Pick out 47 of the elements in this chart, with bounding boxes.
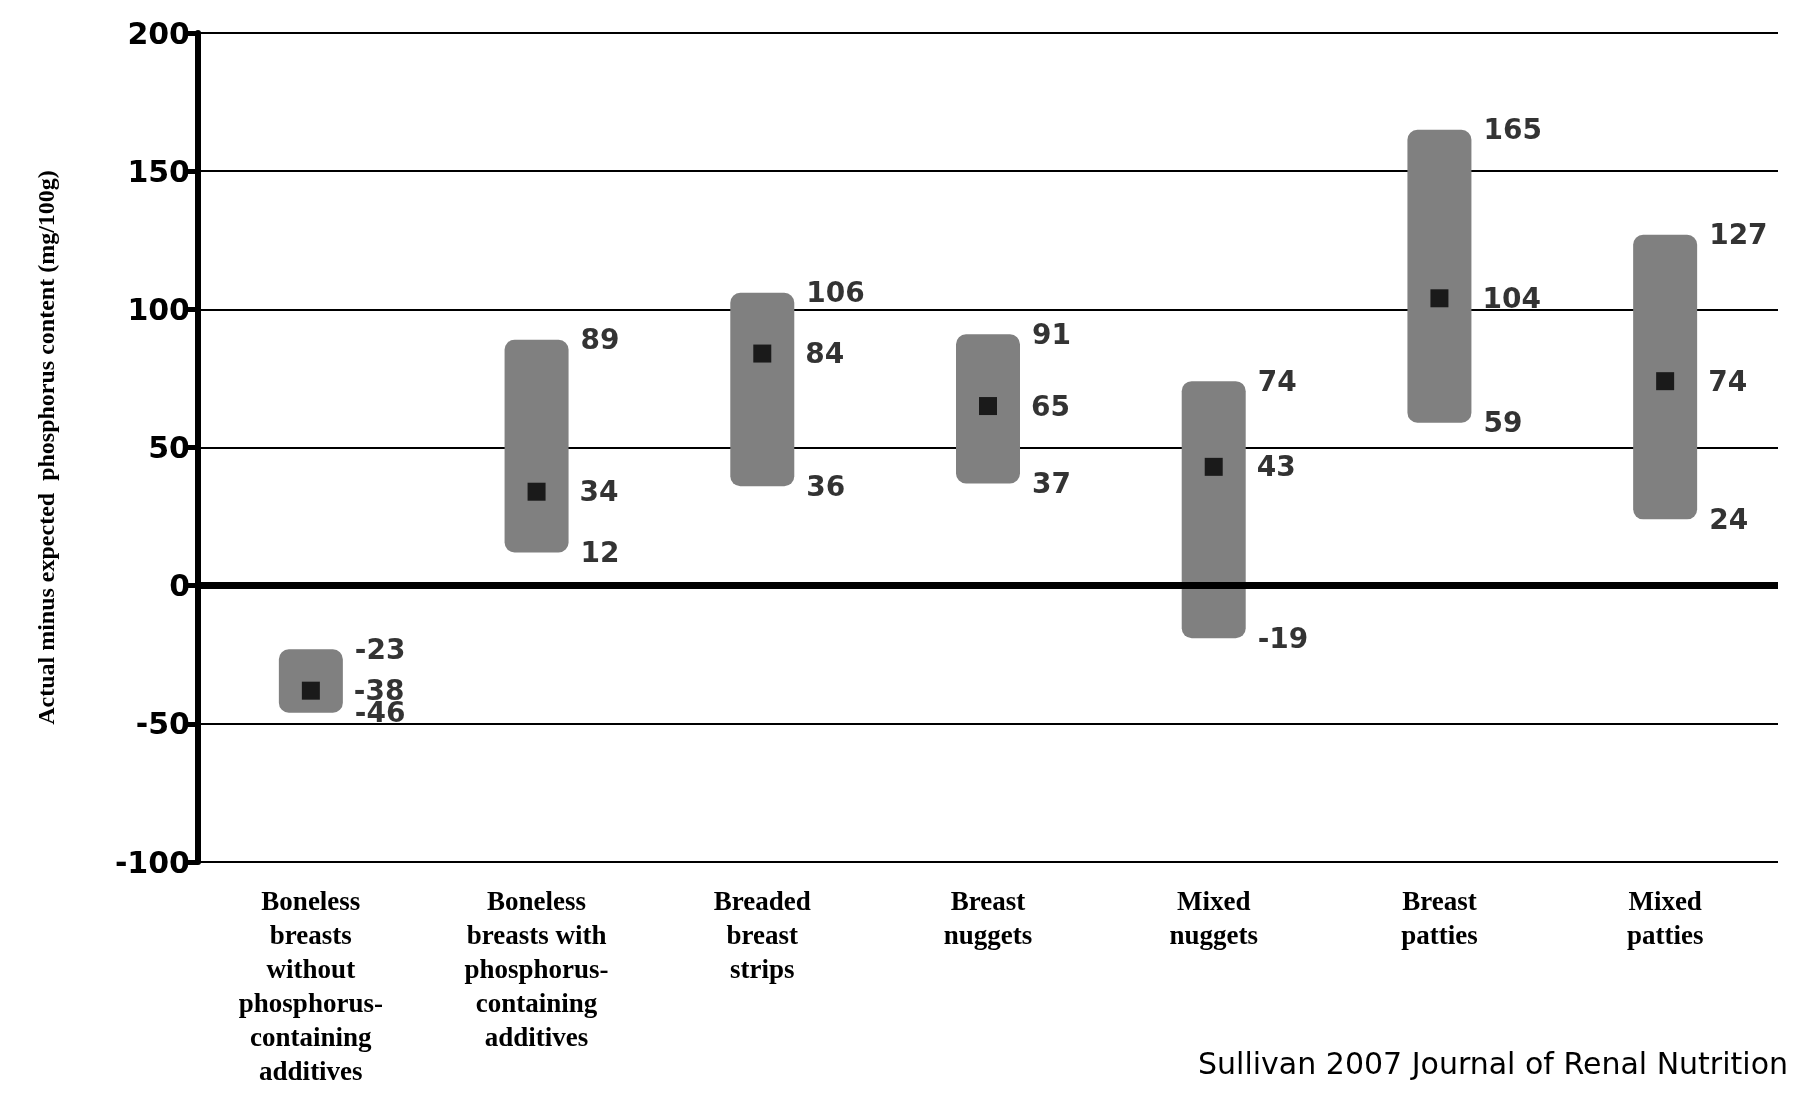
y-tick-label: 100 [127, 291, 190, 327]
data-label: 104 [1482, 281, 1541, 315]
annotation: 91 [1032, 317, 1071, 351]
y-tick-label: -100 [114, 844, 190, 880]
x-tick-label: Boneless breasts without phosphorus-containing additives [238, 886, 383, 1086]
bar [504, 339, 569, 553]
data-label: 43 [1256, 450, 1296, 484]
annotation: 74 [1257, 364, 1297, 398]
bar [1181, 381, 1246, 639]
y-axis-title: Actual minus expected phosphorus content (mg/100g) [33, 170, 59, 725]
x-tick-label: Breast nuggets [943, 886, 1033, 950]
point [1430, 289, 1449, 308]
annotation: 24 [1709, 502, 1749, 536]
x-tick-label: Breaded breast strips [713, 886, 811, 984]
x-tick-label: Mixed nuggets [1169, 886, 1258, 950]
point [1204, 457, 1223, 476]
bar [956, 334, 1020, 484]
annotation: 36 [806, 469, 846, 503]
bar [1407, 129, 1472, 423]
x-tick-label: Boneless breasts with phosphorus-containing additives [464, 886, 609, 1052]
annotation: 37 [1032, 466, 1071, 500]
bar [730, 292, 795, 487]
point [753, 344, 772, 363]
data-label: 34 [579, 475, 619, 509]
annotation: 59 [1483, 406, 1523, 440]
text: Sullivan 2007 Journal of Renal Nutrition [1198, 1045, 1788, 1081]
data-label: 65 [1031, 389, 1070, 423]
data-label: 74 [1708, 364, 1748, 398]
annotation: 89 [580, 323, 620, 357]
point [1656, 372, 1675, 391]
data-label: 84 [805, 337, 845, 371]
bar [1633, 234, 1698, 520]
y-tick-label: -50 [135, 706, 190, 742]
point [979, 397, 997, 416]
annotation: 12 [580, 536, 620, 570]
y-tick-label: 150 [127, 153, 190, 189]
annotation: -23 [354, 632, 406, 666]
bar [278, 649, 343, 713]
annotation: -19 [1257, 621, 1309, 655]
y-tick-label: 50 [148, 430, 190, 465]
y-tick-label: 200 [127, 15, 190, 51]
point [527, 482, 546, 501]
annotation: 127 [1709, 218, 1768, 252]
annotation: 165 [1483, 113, 1542, 147]
annotation: 106 [806, 276, 865, 310]
x-tick-label: Mixed patties [1626, 886, 1704, 950]
x-tick-label: Breast patties [1401, 886, 1478, 950]
